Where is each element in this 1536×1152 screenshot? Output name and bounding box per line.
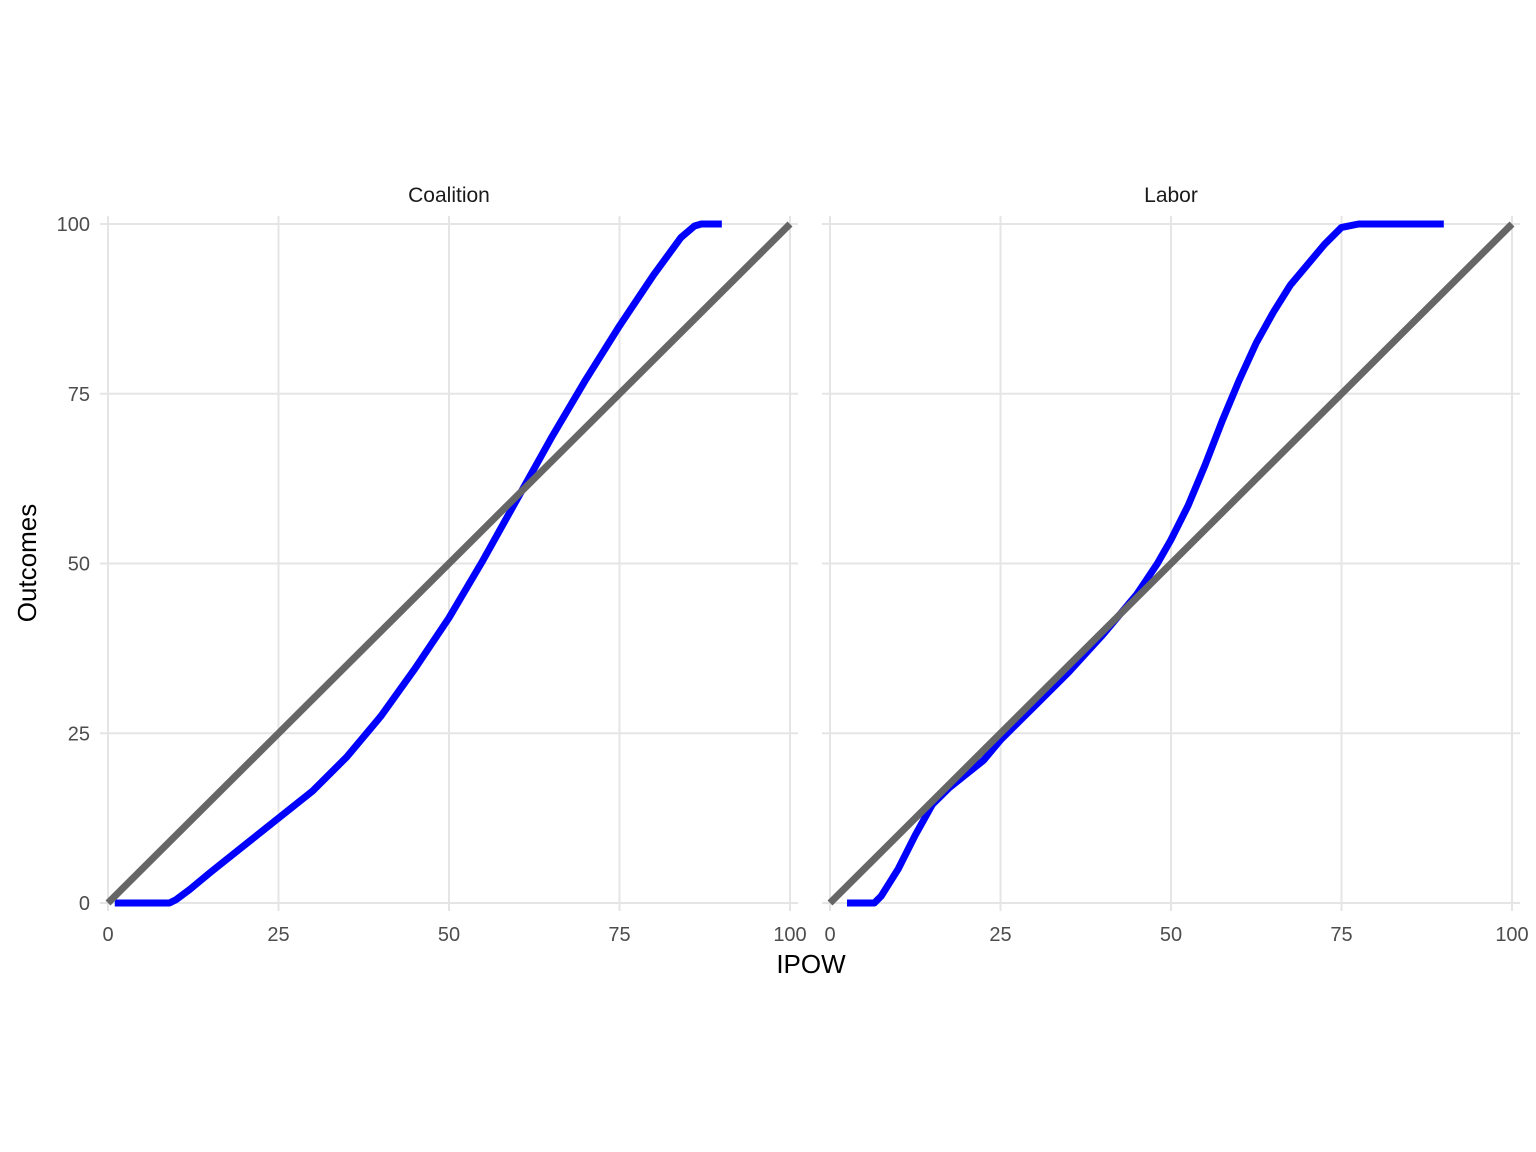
x-tick-label: 75 [608, 924, 630, 946]
y-tick-label: 0 [79, 893, 90, 915]
panels: Coalition 0 25 50 75 100 Labor 0 25 50 75 100 [100, 184, 1529, 946]
series-line-labor [847, 220, 1444, 907]
facet-label: Labor [1144, 184, 1198, 207]
facet-label: Coalition [408, 184, 490, 207]
x-tick-label: 100 [773, 924, 806, 946]
x-tick-label: 75 [1330, 924, 1352, 946]
y-tick-label: 100 [57, 214, 90, 236]
x-tick-label: 0 [824, 924, 835, 946]
y-tick-label: 50 [68, 554, 90, 576]
y-tick-label: 75 [68, 384, 90, 406]
reference-line-labor [827, 221, 1515, 906]
y-axis-ticks: 0 25 50 75 100 [57, 214, 90, 915]
panel-labor: Labor 0 25 50 75 100 [822, 184, 1529, 946]
x-tick-label: 50 [438, 924, 460, 946]
x-tick-label: 100 [1495, 924, 1528, 946]
x-tick-label: 25 [267, 924, 289, 946]
x-tick-label: 0 [102, 924, 113, 946]
x-tick-label: 25 [989, 924, 1011, 946]
x-tick-label: 50 [1160, 924, 1182, 946]
reference-line-coalition [105, 221, 793, 906]
x-axis-title: IPOW [776, 949, 846, 979]
y-axis-title: Outcomes [12, 504, 42, 623]
panel-coalition: Coalition 0 25 50 75 100 [100, 184, 807, 946]
y-tick-label: 25 [68, 723, 90, 745]
series-line-coalition [114, 220, 722, 907]
